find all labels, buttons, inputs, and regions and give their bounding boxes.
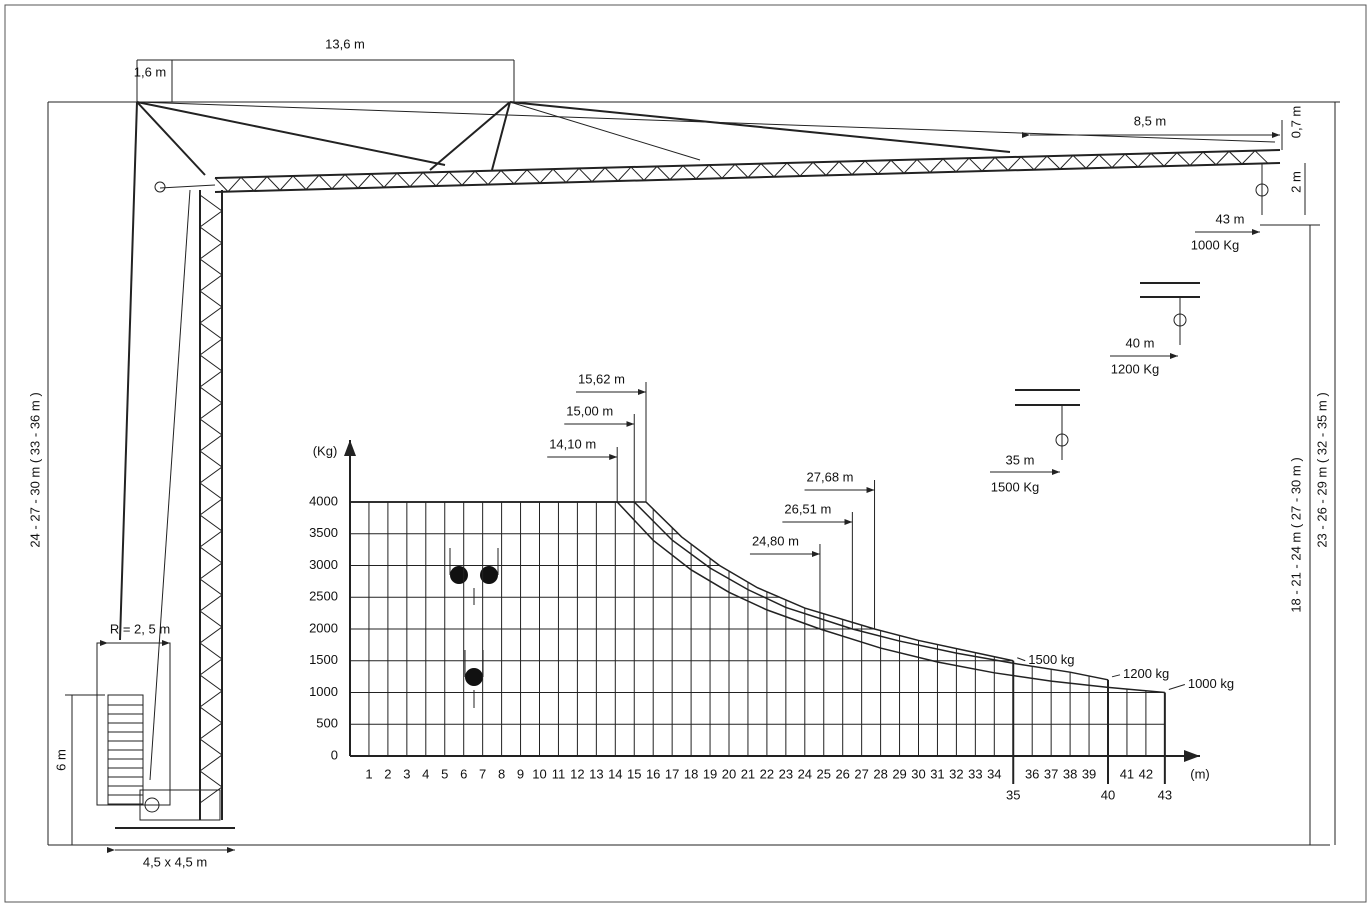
x-tick-label: 35 <box>1006 787 1020 802</box>
y-tick-label: 3500 <box>309 525 338 540</box>
y-tick-label: 3000 <box>309 557 338 572</box>
x-tick-label: 13 <box>589 766 603 781</box>
mast-lattice <box>199 194 223 804</box>
load: 1500 Kg <box>991 479 1039 494</box>
x-tick-label: 33 <box>968 766 982 781</box>
y-tick-label: 500 <box>316 716 338 731</box>
dim: 6 m <box>53 749 68 771</box>
x-tick-label: 36 <box>1025 766 1039 781</box>
leader <box>1111 674 1121 678</box>
x-tick-label: 1 <box>365 766 372 781</box>
x-tick-label: 41 <box>1120 766 1134 781</box>
x-tick-label: 39 <box>1082 766 1096 781</box>
x-tick-label: 27 <box>854 766 868 781</box>
x-tick-label: 18 <box>684 766 698 781</box>
load: 1200 Kg <box>1111 361 1159 376</box>
x-tick-label: 16 <box>646 766 660 781</box>
jib-chord <box>214 149 1281 179</box>
radius: 43 m <box>1216 211 1245 226</box>
x-tick-label: 19 <box>703 766 717 781</box>
legend-label: 1200 kg <box>1123 666 1169 681</box>
x-tick-label: 43 <box>1158 787 1172 802</box>
y-tick-label: 4000 <box>309 493 338 508</box>
x-tick-label: 28 <box>873 766 887 781</box>
load-curve <box>350 501 1109 681</box>
radius-label: 27,68 m <box>807 469 854 484</box>
dim: 0,7 m <box>1288 106 1303 139</box>
hooks <box>449 548 499 708</box>
height: 23 - 26 - 29 m ( 32 - 35 m ) <box>1314 392 1329 547</box>
y-tick-label: 2500 <box>309 589 338 604</box>
x-tick-label: 3 <box>403 766 410 781</box>
x-tick-label: 11 <box>552 766 566 781</box>
x-tick-label: 21 <box>741 766 755 781</box>
radius-label: 24,80 m <box>752 533 799 548</box>
x-tick-label: 2 <box>384 766 391 781</box>
radius-label: 15,00 m <box>566 403 613 418</box>
x-tick-label: 38 <box>1063 766 1077 781</box>
legend-label: 1500 kg <box>1028 652 1074 667</box>
x-tick-label: 23 <box>779 766 793 781</box>
y-tick-label: 2000 <box>309 620 338 635</box>
crane <box>47 59 1340 853</box>
x-tick-label: 22 <box>760 766 774 781</box>
x-tick-label: 42 <box>1139 766 1153 781</box>
x-tick-label: 30 <box>911 766 925 781</box>
height: 24 - 27 - 30 m ( 33 - 36 m ) <box>27 392 42 547</box>
radius: 35 m <box>1006 452 1035 467</box>
jib-lattice <box>214 149 1269 193</box>
x-tick-label: 26 <box>835 766 849 781</box>
x-tick-label: 6 <box>460 766 467 781</box>
grid <box>350 502 1165 756</box>
dim: 13,6 m <box>325 36 365 51</box>
y-tick-label: 0 <box>331 747 338 762</box>
frame <box>4 4 1367 903</box>
radius: 40 m <box>1126 335 1155 350</box>
y-tick-label: 1500 <box>309 652 338 667</box>
x-tick-label: 20 <box>722 766 736 781</box>
dim: 1,6 m <box>134 64 167 79</box>
x-tick-label: 40 <box>1101 787 1115 802</box>
x-tick-label: 29 <box>892 766 906 781</box>
x-tick-label: 9 <box>517 766 524 781</box>
load-curve <box>350 501 1014 662</box>
x-tick-label: 37 <box>1044 766 1058 781</box>
x-tick-label: 5 <box>441 766 448 781</box>
y-unit: (Kg) <box>313 443 338 458</box>
y-tick-label: 1000 <box>309 684 338 699</box>
leader <box>1017 657 1026 662</box>
x-unit: (m) <box>1190 766 1210 781</box>
x-tick-label: 34 <box>987 766 1001 781</box>
radius-label: 15,62 m <box>578 371 625 386</box>
radius-label: 26,51 m <box>784 501 831 516</box>
x-tick-label: 12 <box>570 766 584 781</box>
x-tick-label: 32 <box>949 766 963 781</box>
load: 1000 Kg <box>1191 237 1239 252</box>
x-tick-label: 24 <box>798 766 812 781</box>
x-tick-label: 10 <box>532 766 546 781</box>
x-tick-label: 4 <box>422 766 429 781</box>
x-tick-label: 31 <box>930 766 944 781</box>
dim: 4,5 x 4,5 m <box>143 854 207 869</box>
dim: R = 2, 5 m <box>110 621 170 636</box>
leader <box>1168 684 1185 690</box>
x-tick-label: 17 <box>665 766 679 781</box>
radius-label: 14,10 m <box>549 436 596 451</box>
height: 18 - 21 - 24 m ( 27 - 30 m ) <box>1288 457 1303 612</box>
x-tick-label: 8 <box>498 766 505 781</box>
x-tick-label: 25 <box>817 766 831 781</box>
dim: 8,5 m <box>1134 113 1167 128</box>
x-tick-label: 15 <box>627 766 641 781</box>
legend-label: 1000 kg <box>1188 676 1234 691</box>
dim: 2 m <box>1288 171 1303 193</box>
x-tick-label: 14 <box>608 766 622 781</box>
x-tick-label: 7 <box>479 766 486 781</box>
